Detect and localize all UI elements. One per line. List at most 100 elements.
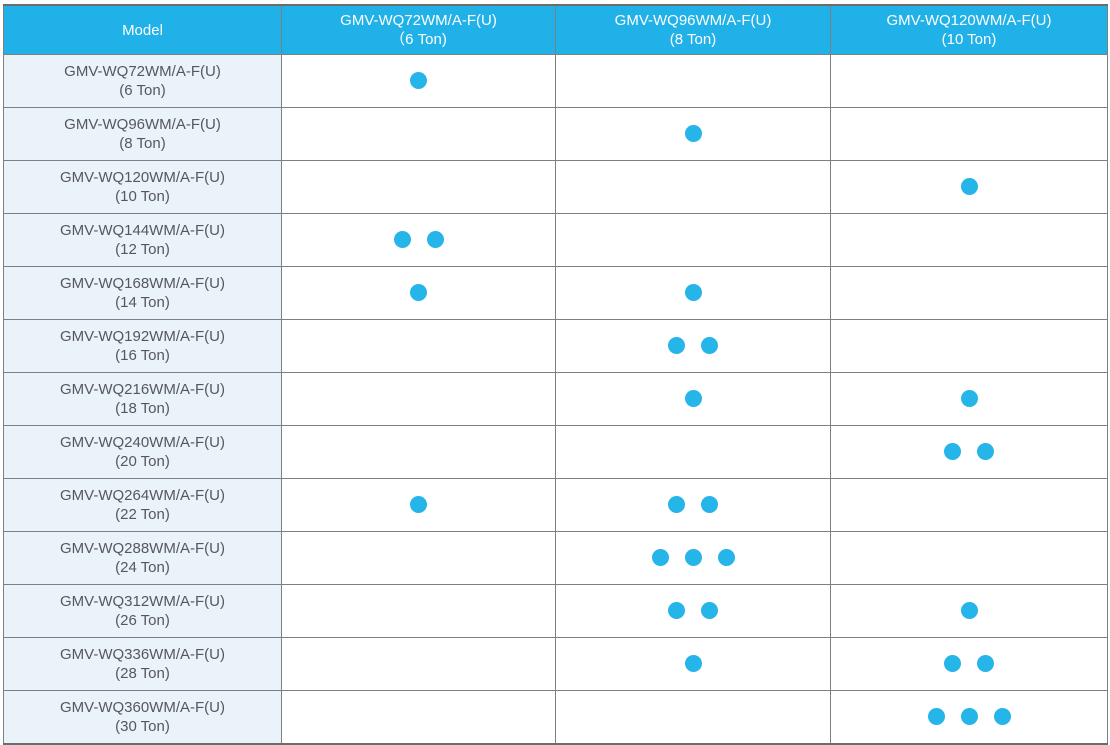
model-tonnage: (10 Ton) <box>115 188 170 205</box>
unit-dot-icon <box>684 549 702 567</box>
model-tonnage: (6 Ton) <box>119 82 166 99</box>
header-col-10ton-model: GMV-WQ120WM/A-F(U) <box>886 12 1052 29</box>
combination-dots-cell <box>555 372 831 426</box>
model-tonnage: (16 Ton) <box>115 347 170 364</box>
model-cell: GMV-WQ288WM/A-F(U) (24 Ton) <box>3 531 282 585</box>
table-header: Model GMV-WQ72WM/A-F(U) （6 Ton) GMV-WQ96… <box>3 4 1108 55</box>
unit-dot-icon <box>960 178 978 196</box>
model-cell: GMV-WQ216WM/A-F(U) (18 Ton) <box>3 372 282 426</box>
combination-dots-cell <box>281 54 556 108</box>
combination-dots-cell <box>555 54 831 108</box>
combination-table-page: Model GMV-WQ72WM/A-F(U) （6 Ton) GMV-WQ96… <box>3 4 1108 745</box>
combination-dots-cell <box>555 266 831 320</box>
table-row: GMV-WQ336WM/A-F(U) (28 Ton) <box>3 637 1108 691</box>
model-name: GMV-WQ360WM/A-F(U) <box>60 699 225 716</box>
unit-dot-icon <box>701 602 718 620</box>
table-row: GMV-WQ120WM/A-F(U) (10 Ton) <box>3 160 1108 214</box>
table-row: GMV-WQ72WM/A-F(U) (6 Ton) <box>3 54 1108 108</box>
model-name: GMV-WQ288WM/A-F(U) <box>60 540 225 557</box>
combination-dots-cell <box>830 266 1108 320</box>
model-name: GMV-WQ216WM/A-F(U) <box>60 381 225 398</box>
combination-dots-cell <box>555 531 831 585</box>
combination-dots-cell <box>830 478 1108 532</box>
combination-dots-cell <box>555 478 831 532</box>
model-tonnage: (26 Ton) <box>115 612 170 629</box>
unit-dot-icon <box>944 443 961 461</box>
unit-dot-icon <box>410 284 427 302</box>
combination-dots-cell <box>555 637 831 691</box>
combination-dots-cell <box>830 372 1108 426</box>
unit-dot-icon <box>960 602 978 620</box>
combination-dots-cell <box>555 425 831 479</box>
table-row: GMV-WQ144WM/A-F(U) (12 Ton) <box>3 213 1108 267</box>
unit-dot-icon <box>684 284 702 302</box>
table-row: GMV-WQ192WM/A-F(U) (16 Ton) <box>3 319 1108 373</box>
table-row: GMV-WQ264WM/A-F(U) (22 Ton) <box>3 478 1108 532</box>
combination-dots-cell <box>830 319 1108 373</box>
combination-dots-cell <box>281 637 556 691</box>
combination-dots-cell <box>281 213 556 267</box>
model-cell: GMV-WQ336WM/A-F(U) (28 Ton) <box>3 637 282 691</box>
combination-dots-cell <box>830 54 1108 108</box>
model-cell: GMV-WQ312WM/A-F(U) (26 Ton) <box>3 584 282 638</box>
model-cell: GMV-WQ72WM/A-F(U) (6 Ton) <box>3 54 282 108</box>
combination-dots-cell <box>555 690 831 745</box>
combination-dots-cell <box>830 637 1108 691</box>
unit-dot-icon <box>701 496 718 514</box>
model-tonnage: (8 Ton) <box>119 135 166 152</box>
table-row: GMV-WQ168WM/A-F(U) (14 Ton) <box>3 266 1108 320</box>
model-tonnage: (14 Ton) <box>115 294 170 311</box>
unit-dot-icon <box>927 708 945 726</box>
combination-dots-cell <box>830 531 1108 585</box>
combination-dots-cell <box>281 107 556 161</box>
model-cell: GMV-WQ264WM/A-F(U) (22 Ton) <box>3 478 282 532</box>
header-col-6ton: GMV-WQ72WM/A-F(U) （6 Ton) <box>281 4 556 55</box>
model-name: GMV-WQ240WM/A-F(U) <box>60 434 225 451</box>
unit-dot-icon <box>717 549 735 567</box>
unit-dot-icon <box>993 708 1011 726</box>
model-tonnage: (22 Ton) <box>115 506 170 523</box>
model-cell: GMV-WQ360WM/A-F(U) (30 Ton) <box>3 690 282 745</box>
combination-dots-cell <box>830 107 1108 161</box>
unit-dot-icon <box>944 655 961 673</box>
combination-dots-cell <box>281 584 556 638</box>
unit-dot-icon <box>668 602 685 620</box>
header-col-8ton: GMV-WQ96WM/A-F(U) (8 Ton) <box>555 4 831 55</box>
model-name: GMV-WQ312WM/A-F(U) <box>60 593 225 610</box>
table-row: GMV-WQ312WM/A-F(U) (26 Ton) <box>3 584 1108 638</box>
combination-dots-cell <box>830 690 1108 745</box>
combination-dots-cell <box>555 213 831 267</box>
table-row: GMV-WQ216WM/A-F(U) (18 Ton) <box>3 372 1108 426</box>
model-tonnage: (24 Ton) <box>115 559 170 576</box>
unit-dot-icon <box>668 337 685 355</box>
model-name: GMV-WQ120WM/A-F(U) <box>60 169 225 186</box>
unit-dot-icon <box>684 125 702 143</box>
header-col-8ton-model: GMV-WQ96WM/A-F(U) <box>614 12 772 29</box>
header-row: Model GMV-WQ72WM/A-F(U) （6 Ton) GMV-WQ96… <box>3 4 1108 55</box>
combination-dots-cell <box>281 531 556 585</box>
table-row: GMV-WQ288WM/A-F(U) (24 Ton) <box>3 531 1108 585</box>
combination-dots-cell <box>281 478 556 532</box>
unit-dot-icon <box>977 443 994 461</box>
model-name: GMV-WQ168WM/A-F(U) <box>60 275 225 292</box>
combination-dots-cell <box>555 584 831 638</box>
header-model: Model <box>3 4 282 55</box>
model-tonnage: (28 Ton) <box>115 665 170 682</box>
unit-dot-icon <box>960 708 978 726</box>
model-name: GMV-WQ144WM/A-F(U) <box>60 222 225 239</box>
combination-dots-cell <box>281 372 556 426</box>
table-row: GMV-WQ240WM/A-F(U) (20 Ton) <box>3 425 1108 479</box>
combination-dots-cell <box>281 690 556 745</box>
model-name: GMV-WQ264WM/A-F(U) <box>60 487 225 504</box>
unit-dot-icon <box>977 655 994 673</box>
unit-dot-icon <box>668 496 685 514</box>
model-name: GMV-WQ96WM/A-F(U) <box>64 116 221 133</box>
model-name: GMV-WQ192WM/A-F(U) <box>60 328 225 345</box>
model-cell: GMV-WQ192WM/A-F(U) (16 Ton) <box>3 319 282 373</box>
combination-dots-cell <box>555 107 831 161</box>
table-row: GMV-WQ360WM/A-F(U) (30 Ton) <box>3 690 1108 745</box>
combination-dots-cell <box>281 266 556 320</box>
model-name: GMV-WQ72WM/A-F(U) <box>64 63 221 80</box>
combination-dots-cell <box>830 425 1108 479</box>
model-tonnage: (20 Ton) <box>115 453 170 470</box>
